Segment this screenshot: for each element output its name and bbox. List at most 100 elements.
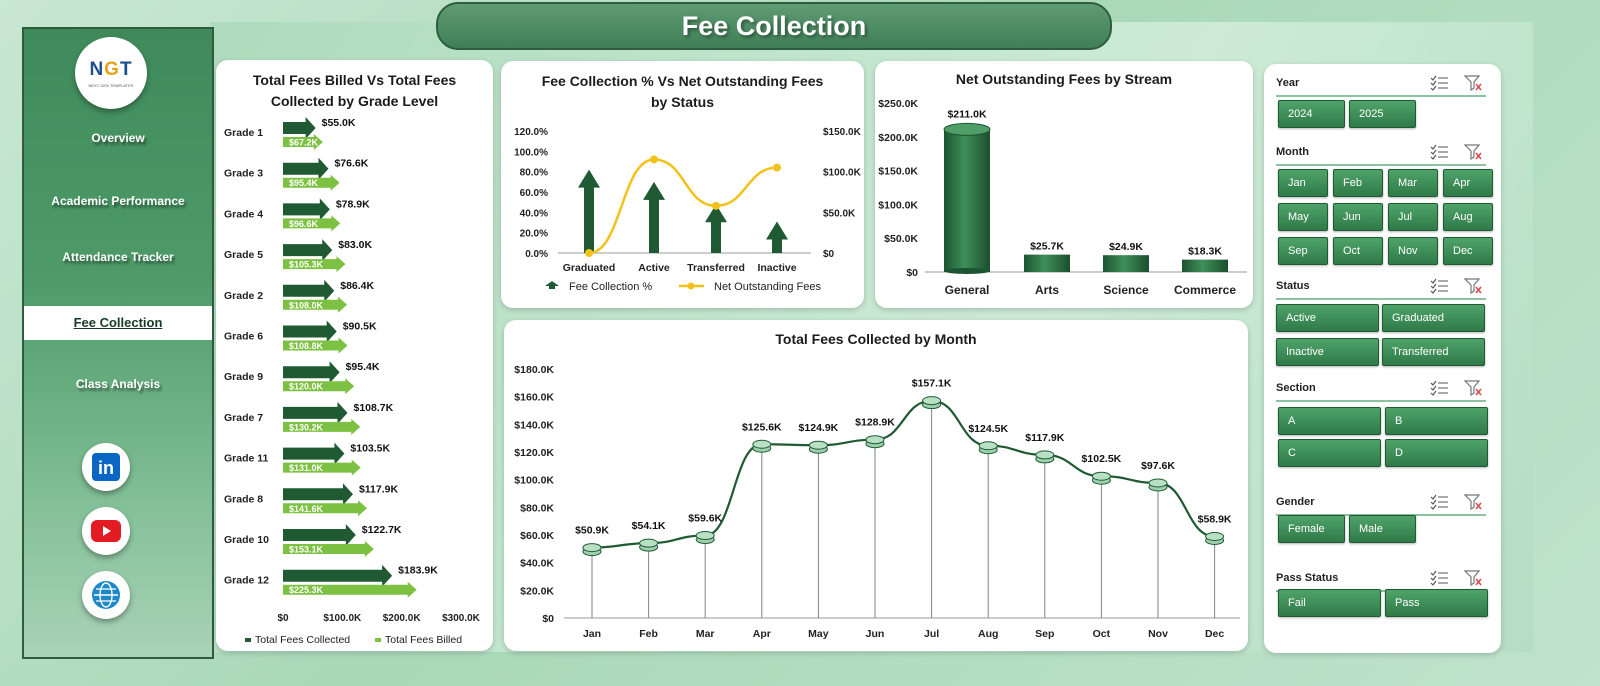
- filter-chip-status-inactive[interactable]: Inactive: [1276, 338, 1379, 366]
- filter-chip-month-jul[interactable]: Jul: [1388, 203, 1438, 231]
- filter-chip-month-jan[interactable]: Jan: [1278, 169, 1328, 197]
- filter-chip-gender-female[interactable]: Female: [1278, 515, 1345, 543]
- multi-select-icon[interactable]: [1430, 570, 1448, 586]
- y-right-tick: $0: [823, 249, 835, 260]
- multi-select-icon[interactable]: [1430, 494, 1448, 510]
- multi-select-icon[interactable]: [1430, 144, 1448, 160]
- y-tick-label: $250.0K: [878, 98, 918, 110]
- filter-chip-section-b[interactable]: B: [1385, 407, 1488, 435]
- filter-chip-month-apr[interactable]: Apr: [1443, 169, 1493, 197]
- clear-filter-icon[interactable]: [1463, 570, 1482, 587]
- chart-card-grade-level: Total Fees Billed Vs Total Fees Collecte…: [216, 60, 493, 651]
- month-category-label: Jul: [924, 628, 939, 640]
- month-category-label: Dec: [1205, 628, 1224, 640]
- filter-chip-status-transferred[interactable]: Transferred: [1382, 338, 1485, 366]
- youtube-button[interactable]: [82, 507, 130, 555]
- y-tick-label: $80.0K: [520, 502, 554, 514]
- collected-value-label: $55.0K: [322, 117, 356, 129]
- filter-chip-month-mar[interactable]: Mar: [1388, 169, 1438, 197]
- globe-icon: [92, 581, 120, 609]
- y-right-tick: $100.0K: [823, 168, 862, 179]
- month-category-label: Mar: [696, 628, 715, 640]
- coin-marker: [1148, 478, 1168, 488]
- billed-value-label: $141.6K: [289, 504, 324, 514]
- filter-chip-pass_status-fail[interactable]: Fail: [1278, 589, 1381, 617]
- grade-label: Grade 1: [224, 127, 263, 139]
- nav-item-overview[interactable]: Overview: [91, 131, 145, 145]
- filter-chip-gender-male[interactable]: Male: [1349, 515, 1416, 543]
- y-left-tick: 120.0%: [514, 127, 548, 138]
- clear-filter-icon[interactable]: [1463, 144, 1482, 161]
- filter-chip-status-active[interactable]: Active: [1276, 304, 1379, 332]
- clear-filter-icon[interactable]: [1463, 380, 1482, 397]
- nav-item-academic-performance[interactable]: Academic Performance: [51, 194, 185, 208]
- collected-arrow: [283, 198, 330, 221]
- grade-label: Grade 11: [224, 453, 269, 465]
- billed-arrow: [283, 134, 323, 150]
- grade-label: Grade 6: [224, 331, 263, 343]
- filter-chip-year-2025[interactable]: 2025: [1349, 100, 1416, 128]
- grade-level-chart: Grade 1 $55.0K$67.2K Grade 3 $76.6K $95.4K Gr…: [224, 117, 481, 646]
- filter-chip-status-graduated[interactable]: Graduated: [1382, 304, 1485, 332]
- legend-label: Net Outstanding Fees: [714, 281, 822, 293]
- legend-label: Fee Collection %: [569, 281, 652, 293]
- monthly-line: [591, 399, 1215, 549]
- multi-select-icon[interactable]: [1430, 380, 1448, 396]
- collected-arrow: [283, 117, 316, 139]
- collected-arrow: [283, 483, 353, 506]
- coin-marker: [1205, 532, 1225, 542]
- website-button[interactable]: [82, 571, 130, 619]
- filter-chip-pass_status-pass[interactable]: Pass: [1385, 589, 1488, 617]
- filter-chip-section-c[interactable]: C: [1278, 439, 1381, 467]
- chart-title: Total Fees Collected by Month: [775, 331, 977, 347]
- y-left-tick: 40.0%: [520, 208, 548, 219]
- filter-chip-month-jun[interactable]: Jun: [1333, 203, 1383, 231]
- billed-value-label: $95.4K: [289, 178, 319, 188]
- coin-marker: [582, 543, 602, 553]
- linkedin-button[interactable]: in: [82, 443, 130, 491]
- legend-label: Total Fees Billed: [385, 634, 462, 646]
- billed-value-label: $120.0K: [289, 382, 324, 392]
- y-tick-label: $50.0K: [884, 233, 918, 245]
- month-category-label: Apr: [753, 628, 771, 640]
- stream-bar: [944, 129, 990, 272]
- filter-chip-month-feb[interactable]: Feb: [1333, 169, 1383, 197]
- month-value-label: $117.9K: [1025, 432, 1065, 444]
- stream-category-label: Science: [1103, 283, 1149, 297]
- filter-title-gender: Gender: [1276, 496, 1315, 508]
- chart-title: Fee Collection % Vs Net Outstanding Fees…: [541, 73, 824, 110]
- filter-chip-month-nov[interactable]: Nov: [1388, 237, 1438, 265]
- coin-marker: [1091, 471, 1111, 481]
- collected-arrow: [283, 524, 356, 546]
- filter-chip-month-may[interactable]: May: [1278, 203, 1328, 231]
- filter-chip-section-a[interactable]: A: [1278, 407, 1381, 435]
- nav-item-class-analysis[interactable]: Class Analysis: [75, 377, 161, 391]
- coin-marker: [922, 396, 942, 406]
- billed-arrow: [283, 256, 346, 273]
- multi-select-icon[interactable]: [1430, 278, 1448, 294]
- coin-marker: [1035, 450, 1055, 460]
- y-tick-label: $0: [906, 267, 918, 279]
- chart-title: Total Fees Billed Vs Total Fees Collecte…: [252, 72, 457, 109]
- multi-select-icon[interactable]: [1430, 75, 1448, 91]
- billed-arrow: [283, 581, 417, 598]
- clear-filter-icon[interactable]: [1463, 494, 1482, 511]
- filter-divider: [1276, 590, 1486, 592]
- clear-filter-icon[interactable]: [1463, 75, 1482, 92]
- filter-chip-month-aug[interactable]: Aug: [1443, 203, 1493, 231]
- stream-value-label: $24.9K: [1109, 241, 1143, 253]
- filter-chip-month-dec[interactable]: Dec: [1443, 237, 1493, 265]
- billed-arrow: [283, 459, 361, 476]
- month-category-label: May: [808, 628, 829, 640]
- nav-item-attendance-tracker[interactable]: Attendance Tracker: [62, 250, 174, 264]
- filter-chip-section-d[interactable]: D: [1385, 439, 1488, 467]
- nav-item-fee-collection[interactable]: Fee Collection: [24, 306, 212, 340]
- filter-chip-month-sep[interactable]: Sep: [1278, 237, 1328, 265]
- clear-filter-icon[interactable]: [1463, 278, 1482, 295]
- legend-swatch-billed: [375, 638, 381, 642]
- filter-chip-month-oct[interactable]: Oct: [1333, 237, 1383, 265]
- billed-value-label: $96.6K: [289, 219, 319, 229]
- billed-value-label: $108.0K: [289, 300, 324, 310]
- chart-card-stream: Net Outstanding Fees by Stream $250.0K $2…: [875, 61, 1253, 308]
- filter-chip-year-2024[interactable]: 2024: [1278, 100, 1345, 128]
